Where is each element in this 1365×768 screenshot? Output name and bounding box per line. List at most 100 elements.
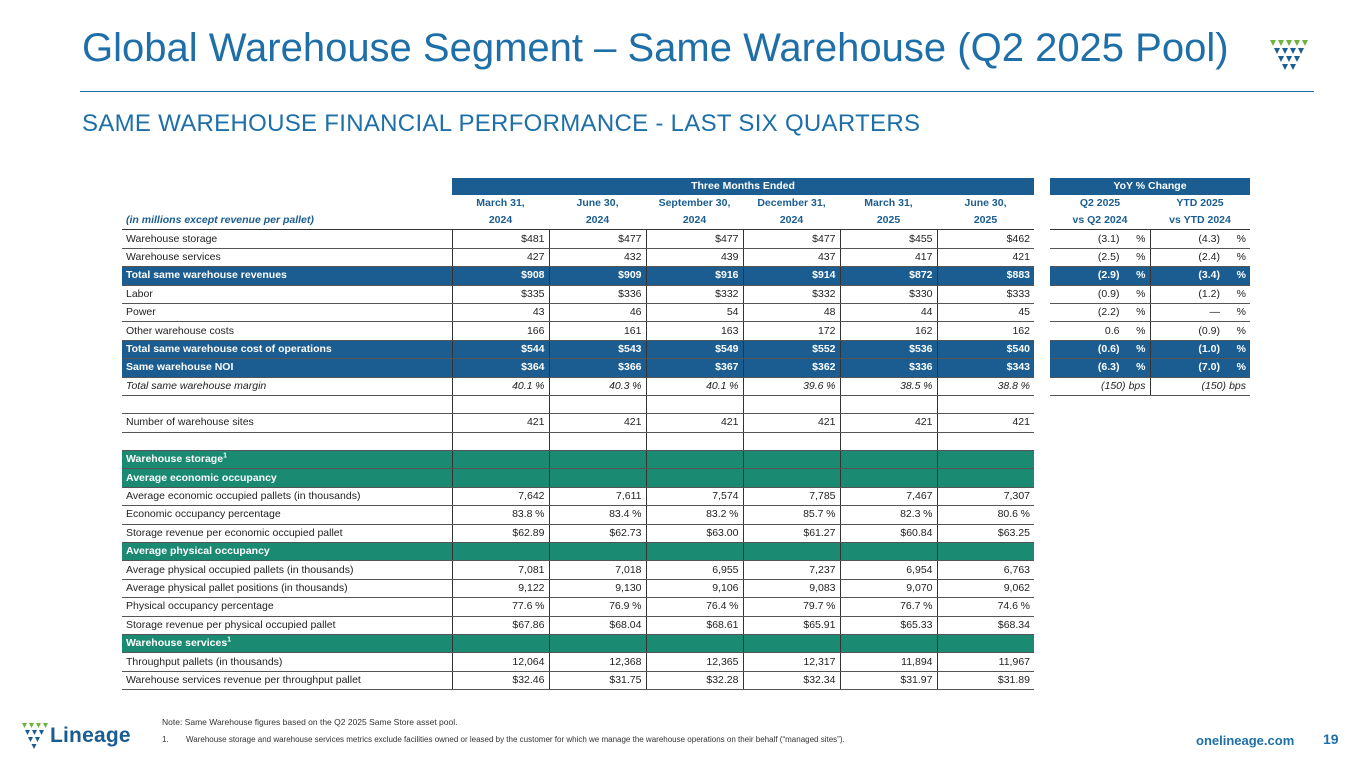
- value-cell: [839, 432, 937, 452]
- value-cell: 439: [645, 248, 743, 268]
- value-cell: 421: [742, 413, 840, 433]
- value-cell: [936, 468, 1034, 488]
- value-cell: 166: [451, 321, 549, 341]
- yoy-cell: —%: [1149, 303, 1250, 323]
- value-cell: 83.8%: [451, 505, 549, 525]
- value-cell: $31.97: [839, 671, 937, 691]
- value-cell: 83.2%: [645, 505, 743, 525]
- column-header: June 30, 2024: [549, 195, 646, 231]
- value-cell: 38.5%: [839, 377, 937, 396]
- value-cell: 45: [936, 303, 1034, 323]
- row-label: Number of warehouse sites: [122, 413, 452, 433]
- value-cell: 7,642: [451, 487, 549, 507]
- value-cell: 7,611: [548, 487, 646, 507]
- value-cell: [548, 542, 646, 562]
- value-cell: $362: [742, 358, 840, 378]
- row-label: Warehouse storage: [122, 229, 452, 249]
- value-cell: 432: [548, 248, 646, 268]
- brand-name: Lineage: [50, 724, 131, 747]
- table-row: Storage revenue per physical occupied pa…: [122, 616, 1250, 635]
- value-cell: [645, 450, 743, 470]
- value-cell: $32.28: [645, 671, 743, 691]
- value-cell: $543: [548, 340, 646, 360]
- value-cell: $68.34: [936, 616, 1034, 635]
- yoy-cell: (3.4)%: [1149, 266, 1250, 286]
- value-cell: [936, 395, 1034, 415]
- value-cell: 76.9%: [548, 597, 646, 617]
- value-cell: 12,064: [451, 652, 549, 672]
- table-row: Warehouse services revenue per throughpu…: [122, 671, 1250, 691]
- column-header: March 31, 2024: [452, 195, 549, 231]
- table-row: Total same warehouse revenues $908 $909 $91…: [122, 266, 1250, 286]
- value-cell: $335: [451, 285, 549, 304]
- row-label: Total same warehouse margin: [122, 377, 452, 396]
- yoy-cell: (1.0)%: [1149, 340, 1250, 360]
- value-cell: $540: [936, 340, 1034, 360]
- value-cell: [548, 432, 646, 452]
- value-cell: [742, 542, 840, 562]
- table-row: Warehouse storage1: [122, 450, 1250, 470]
- value-cell: $63.00: [645, 524, 743, 544]
- value-cell: 421: [839, 413, 937, 433]
- value-cell: 85.7%: [742, 505, 840, 525]
- value-cell: $916: [645, 266, 743, 286]
- value-cell: [839, 634, 937, 654]
- yoy-cell: (0.6)%: [1050, 340, 1150, 360]
- value-cell: $65.91: [742, 616, 840, 635]
- title-divider: [80, 91, 1314, 92]
- value-cell: 162: [839, 321, 937, 341]
- value-cell: $909: [548, 266, 646, 286]
- value-cell: $336: [548, 285, 646, 304]
- value-cell: $336: [839, 358, 937, 378]
- value-cell: $343: [936, 358, 1034, 378]
- column-header: March 31, 2025: [840, 195, 937, 231]
- yoy-cell: (1.2)%: [1149, 285, 1250, 304]
- footnote-text: Warehouse storage and warehouse services…: [186, 735, 845, 744]
- value-cell: [839, 468, 937, 488]
- row-label: Labor: [122, 285, 452, 304]
- row-label: Total same warehouse cost of operations: [122, 340, 452, 360]
- value-cell: 7,307: [936, 487, 1034, 507]
- yoy-cell: (150) bps: [1149, 377, 1250, 396]
- value-cell: 11,894: [839, 652, 937, 672]
- column-header: September 30, 2024: [646, 195, 743, 231]
- lineage-logo-icon: [22, 723, 48, 749]
- value-cell: 54: [645, 303, 743, 323]
- value-cell: 7,467: [839, 487, 937, 507]
- value-cell: $61.27: [742, 524, 840, 544]
- table-row: Average physical pallet positions (in th…: [122, 579, 1250, 599]
- value-cell: [936, 634, 1034, 654]
- value-cell: 163: [645, 321, 743, 341]
- yoy-cell: (3.1)%: [1050, 229, 1150, 249]
- value-cell: $364: [451, 358, 549, 378]
- row-label: Total same warehouse revenues: [122, 266, 452, 286]
- value-cell: 76.7%: [839, 597, 937, 617]
- yoy-cell: (2.9)%: [1050, 266, 1150, 286]
- financial-table: Three Months Ended YoY % Change (in mill…: [122, 178, 1250, 691]
- value-cell: $31.89: [936, 671, 1034, 691]
- value-cell: [839, 542, 937, 562]
- value-cell: 9,122: [451, 579, 549, 599]
- value-cell: $68.04: [548, 616, 646, 635]
- value-cell: $62.73: [548, 524, 646, 544]
- value-cell: [936, 432, 1034, 452]
- value-cell: $549: [645, 340, 743, 360]
- value-cell: 76.4%: [645, 597, 743, 617]
- value-cell: 421: [548, 413, 646, 433]
- footer-note: Note: Same Warehouse figures based on th…: [162, 717, 458, 727]
- row-label: Average physical pallet positions (in th…: [122, 579, 452, 599]
- value-cell: $908: [451, 266, 549, 286]
- value-cell: $481: [451, 229, 549, 249]
- value-cell: 6,763: [936, 560, 1034, 580]
- table-row: Warehouse services 427 432 439 437 417 421 (2.5…: [122, 248, 1250, 268]
- row-label: Warehouse services1: [122, 634, 452, 654]
- yoy-cell: (7.0)%: [1149, 358, 1250, 378]
- value-cell: $332: [742, 285, 840, 304]
- value-cell: [645, 468, 743, 488]
- website-link[interactable]: onelineage.com: [1196, 733, 1295, 748]
- value-cell: [451, 450, 549, 470]
- table-row: Physical occupancy percentage 77.6% 76.9% 7…: [122, 597, 1250, 617]
- value-cell: $67.86: [451, 616, 549, 635]
- value-cell: [839, 395, 937, 415]
- value-cell: 9,083: [742, 579, 840, 599]
